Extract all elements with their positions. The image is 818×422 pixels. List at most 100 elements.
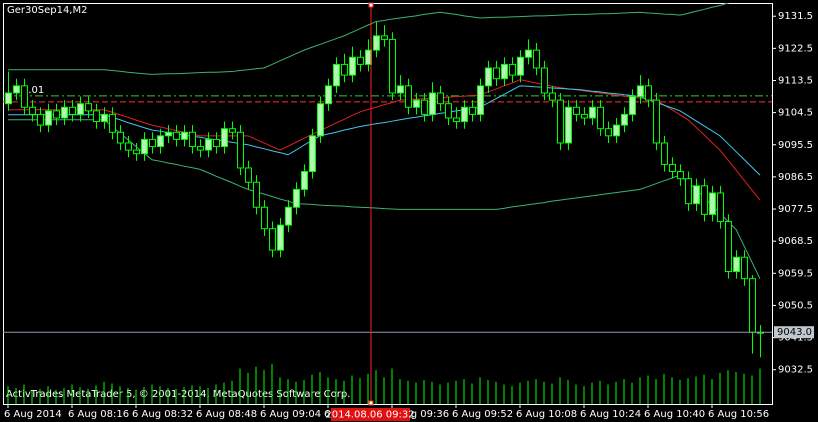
candle-body [733,256,740,273]
candle-body [709,192,716,215]
candle-body [69,106,76,115]
footer: ActivTrades MetaTrader 5, © 2001-2014, M… [6,389,350,400]
candle-body [253,181,260,208]
y-tick-label: 9068.5 [778,236,813,247]
x-tick-label: 6 Aug 09:36 [388,409,449,420]
y-tick-label: 9113.5 [778,75,813,86]
candle-body [701,185,708,215]
y-tick-label: 9059.5 [778,268,813,279]
candle-body [533,49,540,69]
candle-body [629,96,636,115]
y-tick-label: 9131.5 [778,11,813,22]
plot-frame [3,3,773,405]
candle-body [661,142,668,165]
candle-body [101,113,108,123]
candle-body [469,106,476,115]
candle-body [93,110,100,123]
candle-body [653,99,660,144]
candle-body [389,38,396,94]
candle-body [637,85,644,98]
plot [3,3,772,404]
candle-body [605,128,612,137]
y-tick-label: 9095.5 [778,140,813,151]
candle-body [445,103,452,119]
candle-body [573,106,580,115]
candle-body [45,110,52,126]
candle-body [405,85,412,108]
candle-body [749,278,756,333]
candle-body [29,106,36,115]
candle-body [357,56,364,65]
candle-body [333,63,340,87]
candle-body [285,206,292,226]
candle-body [349,56,356,76]
candle-body [501,63,508,80]
candle-body [741,256,748,280]
crosshair-top [368,2,374,8]
candle-body [621,113,628,126]
candle-body [229,128,236,133]
candle-body [237,131,244,169]
crosshair-bottom [368,400,374,406]
x-tick-label: 6 Aug 10:24 [580,409,641,420]
candle-body [493,67,500,80]
candle-body [325,85,332,105]
candle-body [197,146,204,151]
candle-body [205,138,212,151]
candle-body [301,171,308,190]
candle-body [221,128,228,148]
chart-title: Ger30Sep14,M2 [7,5,87,16]
candle-body [125,142,132,151]
x-tick-label: 6 Aug 10:40 [644,409,705,420]
candle-body [189,131,196,148]
candle-body [509,63,516,76]
y-tick-label: 9077.5 [778,204,813,215]
candle-body [541,67,548,94]
y-tick-label: 9050.5 [778,300,813,311]
candle-body [581,113,588,119]
candle-body [485,67,492,87]
candle-body [589,106,596,119]
crosshair-label: 2014.08.06 09:32 [325,410,414,421]
candle-body [669,163,676,173]
indicator-line [8,119,761,279]
candle-body [437,92,444,105]
y-tick-label: 9032.5 [778,365,813,376]
x-tick-label: 6 Aug 2014 [4,409,62,420]
y-tick-label: 9086.5 [778,172,813,183]
candle-body [165,131,172,137]
x-tick-label: 6 Aug 08:48 [196,409,257,420]
candle-body [85,103,92,112]
candle-body [717,192,724,223]
x-tick-label: 6 Aug 09:52 [452,409,513,420]
current-price-box [774,326,814,339]
candle-body [61,106,68,119]
candle-body [373,35,380,51]
candle-body [181,131,188,140]
crosshair-box [331,408,410,421]
candle-body [13,85,20,94]
candle-body [245,167,252,183]
candle-body [77,103,84,115]
candle-body [293,188,300,208]
candle-body [109,113,116,133]
candle-body [453,117,460,123]
x-tick-label: 6 Aug 08:32 [132,409,193,420]
candle-body [685,178,692,205]
candle-body [309,135,316,173]
indicator-line [8,3,730,75]
y-tick-label: 9104.5 [778,108,813,119]
candle-body [461,106,468,123]
candle-body [5,92,12,105]
candle-body [117,131,124,144]
candle-body [53,110,60,119]
candle-body [413,99,420,108]
candle-body [557,99,564,144]
candle-body [517,56,524,76]
x-tick-label: 6 Aug 09:04 [260,409,321,420]
candle-body [397,85,404,94]
candle-body [429,92,436,115]
candle-body [269,228,276,251]
lot-label: 0.01 [22,85,44,96]
